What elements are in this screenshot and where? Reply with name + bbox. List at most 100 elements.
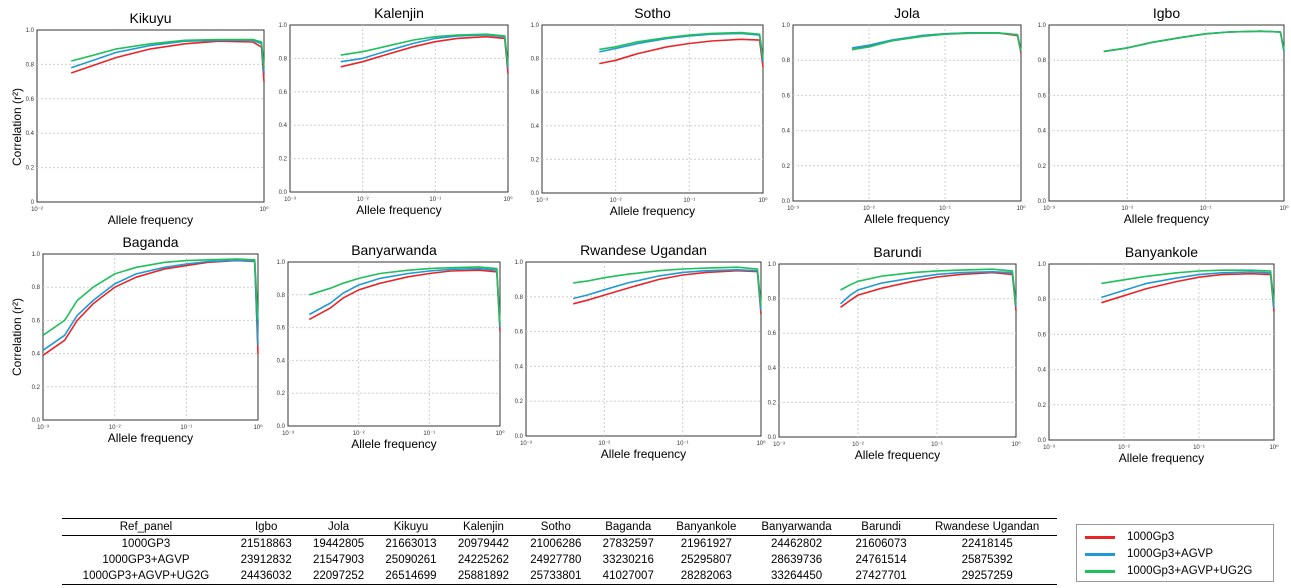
- panel-size-table: Ref_panel Igbo Jola Kikuyu Kalenjin Soth…: [62, 518, 1057, 585]
- y-tick-label: 0.4: [1038, 368, 1047, 374]
- x-tick-label: 10⁰: [259, 206, 269, 213]
- y-tick-label: 1.0: [531, 23, 540, 29]
- y-tick-label: 0.0: [32, 418, 41, 424]
- table-cell: 21006286: [530, 538, 582, 550]
- legend-label: 1000Gp3: [1127, 531, 1175, 543]
- y-tick-label: 0.2: [515, 399, 524, 405]
- table-cell: 29257259: [961, 570, 1013, 582]
- chart-title: Banyankole: [1125, 244, 1198, 260]
- legend-item: 1000Gp3+AGVP+UG2G: [1085, 564, 1252, 578]
- x-tick-label: 10⁰: [503, 196, 513, 203]
- chart-title: Rwandese Ugandan: [580, 242, 707, 258]
- chart-title: Banyarwanda: [351, 242, 437, 258]
- x-axis-label: Allele frequency: [1124, 212, 1209, 226]
- series-line: [573, 268, 762, 311]
- x-tick-label: 10⁻¹: [677, 441, 689, 447]
- plot-frame: [1048, 263, 1275, 441]
- chart-panel: 0 0.2 0.4 0.6 0.8 1.0 10⁻² 10⁰ Kikuyu Allele freq…: [26, 10, 269, 227]
- y-tick-label: 0.6: [279, 90, 288, 96]
- x-tick-label: 10⁻¹: [423, 431, 435, 437]
- legend-label: 1000Gp3+AGVP: [1127, 548, 1213, 560]
- chart-grid: 0 0.2 0.4 0.6 0.8 1.0 10⁻² 10⁰ Kikuyu Allele freq…: [26, 5, 1289, 465]
- table-cell: 41027007: [602, 570, 654, 582]
- y-tick-label: 0.0: [515, 434, 524, 440]
- y-tick-label: 0.0: [768, 435, 777, 441]
- x-axis-label: Allele frequency: [855, 448, 940, 462]
- plot-frame: [778, 263, 1017, 438]
- y-tick-label: 0.6: [782, 93, 791, 99]
- table-header: Rwandese Ugandan: [935, 521, 1040, 533]
- series-line: [573, 269, 762, 315]
- table-cell: 33230216: [602, 554, 654, 566]
- table-cell: 25295807: [680, 554, 732, 566]
- chart-panel: 0.0 0.2 0.4 0.6 0.8 1.0 10⁻³ 10⁻² 10⁻¹ 10⁰ Banyarw…: [277, 242, 505, 451]
- chart-panel: 0.0 0.2 0.4 0.6 0.8 1.0 10⁻³ 10⁻² 10⁻¹ 10⁰ Rwandes…: [515, 242, 766, 461]
- y-tick-label: 0.2: [1038, 164, 1047, 170]
- y-tick-label: 0.8: [32, 285, 41, 291]
- y-tick-label: 0.6: [1038, 93, 1047, 99]
- y-tick-label: 0.6: [768, 331, 777, 337]
- y-tick-label: 1.0: [26, 28, 35, 34]
- series-line: [1103, 30, 1285, 53]
- series-line: [599, 31, 764, 59]
- x-tick-label: 10⁻³: [1043, 445, 1055, 451]
- table-cell: 22418145: [961, 538, 1013, 550]
- table-cell: 22097252: [312, 570, 365, 582]
- x-tick-label: 10⁻³: [284, 197, 296, 203]
- x-tick-label: 10⁻²: [109, 425, 121, 431]
- legend-label: 1000Gp3+AGVP+UG2G: [1127, 565, 1253, 577]
- y-tick-label: 0.6: [515, 330, 524, 336]
- chart-title: Jola: [894, 5, 920, 21]
- plot-frame: [42, 253, 259, 421]
- series-line: [839, 270, 1017, 308]
- x-tick-label: 10⁰: [1016, 205, 1026, 212]
- y-axis-label-row2: Correlation (r²): [10, 298, 24, 377]
- x-tick-label: 10⁻¹: [931, 442, 943, 448]
- x-tick-label: 10⁻³: [1043, 206, 1055, 212]
- y-tick-label: 0.8: [768, 297, 777, 303]
- legend-item: 1000Gp3+AGVP: [1085, 547, 1213, 561]
- chart-panel: 0.0 0.2 0.4 0.6 0.8 1.0 10⁻³ 10⁻² 10⁻¹ 10⁰ Banyank…: [1038, 244, 1279, 465]
- series-line: [42, 258, 259, 336]
- y-tick-label: 0.4: [768, 366, 777, 372]
- y-tick-label: 0.0: [279, 190, 288, 196]
- y-tick-label: 1.0: [782, 23, 791, 29]
- panel-size-table-wrap: Ref_panel Igbo Jola Kikuyu Kalenjin Soth…: [62, 518, 1057, 585]
- x-tick-label: 10⁻²: [852, 442, 864, 448]
- plot-frame: [525, 261, 762, 437]
- table-cell: 24927780: [530, 554, 582, 566]
- table-row: 1000GP3+AGVP 23912832 21547903 25090261 …: [62, 552, 1057, 568]
- y-tick-label: 0.4: [277, 358, 286, 364]
- x-tick-label: 10⁻¹: [683, 198, 695, 204]
- x-tick-label: 10⁻³: [37, 425, 49, 431]
- x-tick-label: 10⁻¹: [1193, 445, 1205, 451]
- series-line: [70, 38, 265, 68]
- plot-frame: [541, 24, 764, 194]
- y-tick-label: 0.8: [531, 57, 540, 63]
- chart-title: Kikuyu: [129, 10, 171, 26]
- y-tick-label: 0.0: [1038, 438, 1047, 444]
- table-cell: 1000GP3+AGVP+UG2G: [82, 570, 210, 582]
- x-axis-label: Allele frequency: [356, 203, 441, 217]
- x-tick-label: 10⁻²: [357, 197, 369, 203]
- table-row: 1000GP3 21518863 19442805 21663013 20979…: [62, 536, 1057, 553]
- series-line: [70, 40, 265, 82]
- plot-frame: [36, 29, 265, 203]
- y-tick-label: 0.6: [26, 97, 35, 103]
- x-tick-label: 10⁰: [253, 424, 263, 431]
- x-tick-label: 10⁻¹: [180, 425, 192, 431]
- chart-panel: 0.0 0.2 0.4 0.6 0.8 1.0 10⁻³ 10⁻² 10⁻¹ 10⁰ Baganda…: [32, 234, 263, 445]
- table-header: Ref_panel: [119, 521, 173, 533]
- table-cell: 21518863: [240, 538, 292, 550]
- series-line: [70, 39, 265, 74]
- y-tick-label: 0.4: [531, 124, 540, 130]
- y-tick-label: 0.4: [1038, 129, 1047, 135]
- table-cell: 33264450: [770, 570, 823, 582]
- table-cell: 24761514: [855, 554, 907, 566]
- table-header: Banyankole: [676, 521, 737, 533]
- x-tick-label: 10⁻¹: [939, 206, 951, 212]
- table-cell: 1000GP3: [121, 538, 171, 550]
- y-tick-label: 0.2: [1038, 403, 1047, 409]
- y-tick-label: 0.6: [531, 90, 540, 96]
- x-axis-label: Allele frequency: [351, 437, 436, 451]
